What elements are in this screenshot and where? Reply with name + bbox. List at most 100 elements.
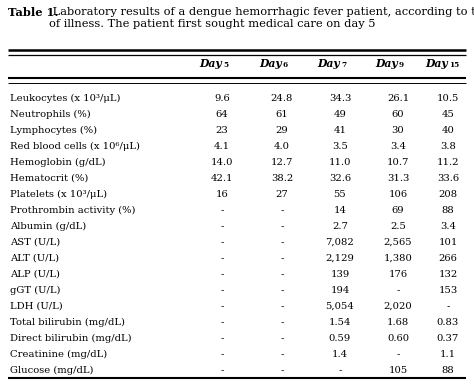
Text: -: - (220, 206, 224, 215)
Text: 64: 64 (216, 110, 228, 119)
Text: 0.37: 0.37 (437, 334, 459, 343)
Text: Total bilirubin (mg/dL): Total bilirubin (mg/dL) (10, 318, 125, 327)
Text: Albumin (g/dL): Albumin (g/dL) (10, 222, 86, 231)
Text: 16: 16 (216, 190, 228, 199)
Text: 55: 55 (334, 190, 346, 199)
Text: -: - (447, 302, 450, 311)
Text: 15: 15 (449, 61, 459, 69)
Text: 153: 153 (438, 286, 457, 295)
Text: 2.5: 2.5 (390, 222, 406, 231)
Text: 41: 41 (334, 126, 346, 135)
Text: Day: Day (317, 58, 340, 69)
Text: Day: Day (425, 58, 448, 69)
Text: Leukocytes (x 10³/μL): Leukocytes (x 10³/μL) (10, 94, 120, 103)
Text: Red blood cells (x 10⁶/μL): Red blood cells (x 10⁶/μL) (10, 142, 140, 151)
Text: Table 1.: Table 1. (8, 7, 58, 18)
Text: gGT (U/L): gGT (U/L) (10, 286, 61, 295)
Text: 7,082: 7,082 (326, 238, 355, 247)
Text: -: - (220, 254, 224, 263)
Text: 23: 23 (216, 126, 228, 135)
Text: -: - (338, 366, 342, 375)
Text: -: - (220, 366, 224, 375)
Text: 132: 132 (438, 270, 457, 279)
Text: -: - (220, 350, 224, 359)
Text: Creatinine (mg/dL): Creatinine (mg/dL) (10, 350, 107, 359)
Text: -: - (280, 254, 283, 263)
Text: 49: 49 (334, 110, 346, 119)
Text: 12.7: 12.7 (271, 158, 293, 167)
Text: 27: 27 (275, 190, 288, 199)
Text: -: - (220, 318, 224, 327)
Text: -: - (220, 302, 224, 311)
Text: Hematocrit (%): Hematocrit (%) (10, 174, 88, 183)
Text: ALP (U/L): ALP (U/L) (10, 270, 60, 279)
Text: -: - (280, 222, 283, 231)
Text: 42.1: 42.1 (211, 174, 233, 183)
Text: 88: 88 (442, 366, 455, 375)
Text: -: - (280, 334, 283, 343)
Text: 266: 266 (438, 254, 457, 263)
Text: 5: 5 (223, 61, 228, 69)
Text: 0.60: 0.60 (387, 334, 409, 343)
Text: -: - (280, 286, 283, 295)
Text: 5,054: 5,054 (326, 302, 355, 311)
Text: 1.54: 1.54 (329, 318, 351, 327)
Text: 9: 9 (399, 61, 404, 69)
Text: Neutrophils (%): Neutrophils (%) (10, 110, 91, 119)
Text: 14: 14 (334, 206, 346, 215)
Text: -: - (220, 222, 224, 231)
Text: AST (U/L): AST (U/L) (10, 238, 60, 247)
Text: 3.5: 3.5 (332, 142, 348, 151)
Text: -: - (220, 270, 224, 279)
Text: Lymphocytes (%): Lymphocytes (%) (10, 126, 97, 135)
Text: Day: Day (375, 58, 398, 69)
Text: 2.7: 2.7 (332, 222, 348, 231)
Text: 88: 88 (442, 206, 455, 215)
Text: 10.7: 10.7 (387, 158, 409, 167)
Text: 101: 101 (438, 238, 458, 247)
Text: 7: 7 (341, 61, 346, 69)
Text: 3.4: 3.4 (390, 142, 406, 151)
Text: LDH (U/L): LDH (U/L) (10, 302, 63, 311)
Text: 26.1: 26.1 (387, 94, 409, 103)
Text: -: - (280, 318, 283, 327)
Text: 1.1: 1.1 (440, 350, 456, 359)
Text: -: - (280, 238, 283, 247)
Text: -: - (280, 366, 283, 375)
Text: 34.3: 34.3 (329, 94, 351, 103)
Text: Platelets (x 10³/μL): Platelets (x 10³/μL) (10, 190, 107, 199)
Text: -: - (396, 350, 400, 359)
Text: 1.68: 1.68 (387, 318, 409, 327)
Text: 33.6: 33.6 (437, 174, 459, 183)
Text: 2,020: 2,020 (383, 302, 412, 311)
Text: 4.0: 4.0 (274, 142, 290, 151)
Text: 32.6: 32.6 (329, 174, 351, 183)
Text: -: - (280, 350, 283, 359)
Text: 3.8: 3.8 (440, 142, 456, 151)
Text: 11.2: 11.2 (437, 158, 459, 167)
Text: 40: 40 (442, 126, 455, 135)
Text: 2,129: 2,129 (326, 254, 355, 263)
Text: 6: 6 (283, 61, 288, 69)
Text: -: - (280, 270, 283, 279)
Text: Hemoglobin (g/dL): Hemoglobin (g/dL) (10, 158, 106, 167)
Text: 69: 69 (392, 206, 404, 215)
Text: 9.6: 9.6 (214, 94, 230, 103)
Text: 1.4: 1.4 (332, 350, 348, 359)
Text: Day: Day (259, 58, 282, 69)
Text: 60: 60 (392, 110, 404, 119)
Text: 2,565: 2,565 (383, 238, 412, 247)
Text: 4.1: 4.1 (214, 142, 230, 151)
Text: Direct bilirubin (mg/dL): Direct bilirubin (mg/dL) (10, 334, 132, 343)
Text: -: - (220, 238, 224, 247)
Text: 139: 139 (330, 270, 350, 279)
Text: 24.8: 24.8 (271, 94, 293, 103)
Text: 61: 61 (275, 110, 288, 119)
Text: -: - (220, 334, 224, 343)
Text: -: - (280, 302, 283, 311)
Text: 45: 45 (442, 110, 455, 119)
Text: 105: 105 (388, 366, 408, 375)
Text: 11.0: 11.0 (329, 158, 351, 167)
Text: 38.2: 38.2 (271, 174, 293, 183)
Text: 30: 30 (392, 126, 404, 135)
